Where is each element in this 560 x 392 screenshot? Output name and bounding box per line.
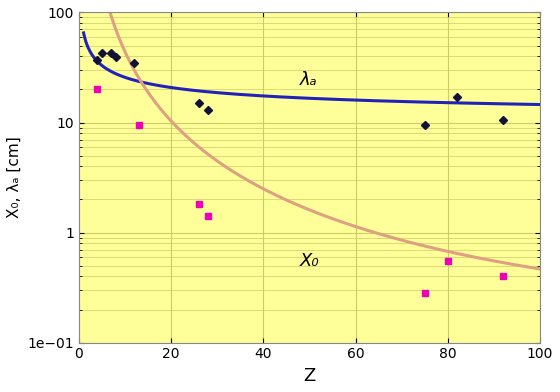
Text: X₀: X₀ (300, 252, 320, 270)
Text: λₐ: λₐ (300, 71, 318, 89)
X-axis label: Z: Z (304, 367, 315, 385)
Y-axis label: X₀, λₐ [cm]: X₀, λₐ [cm] (7, 137, 22, 218)
